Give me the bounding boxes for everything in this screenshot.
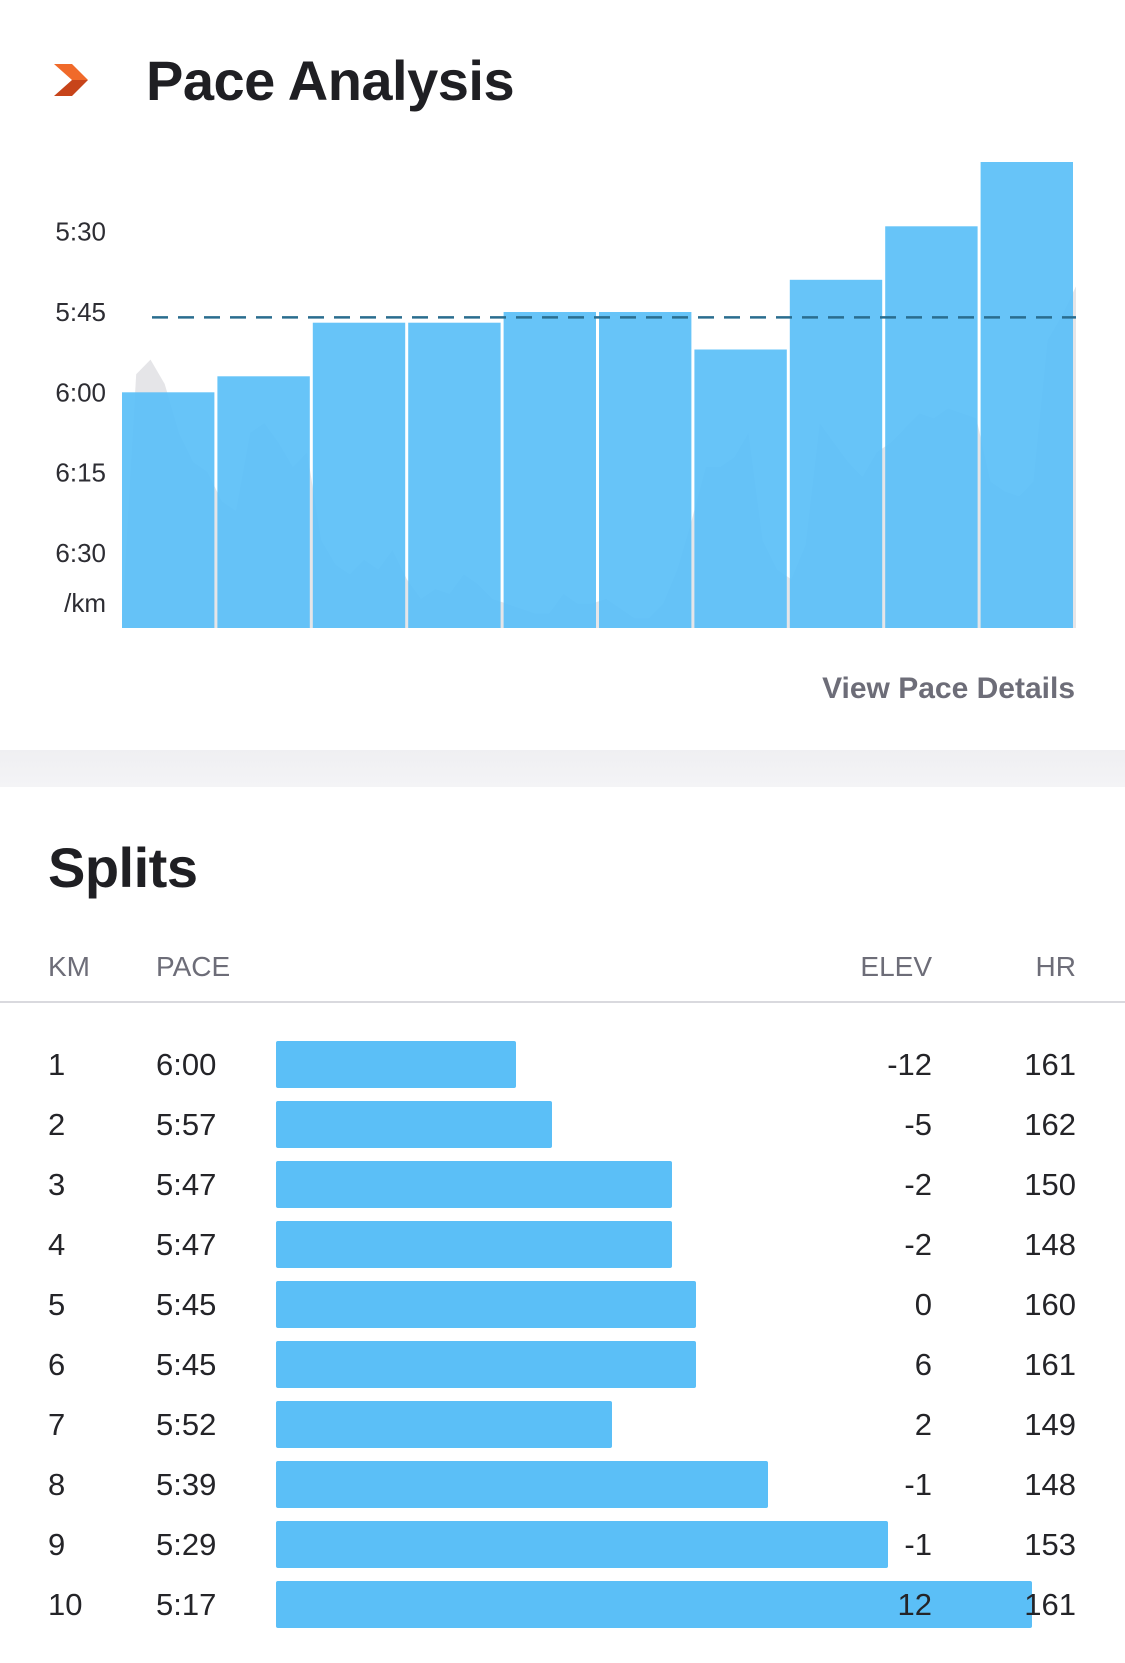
split-pace-bar — [276, 1221, 672, 1268]
split-elev: -1 — [904, 1467, 932, 1502]
split-pace-bar — [276, 1581, 1032, 1628]
pace-bar-km-8 — [789, 279, 883, 628]
split-pace-bar — [276, 1281, 696, 1328]
y-tick-label: 6:15 — [55, 458, 106, 488]
split-hr: 149 — [1024, 1407, 1076, 1442]
pace-chart: 5:30 5:45 6:00 6:15 6:30/km — [55, 162, 1076, 629]
split-elev: -2 — [904, 1167, 932, 1202]
split-pace-bar — [276, 1341, 696, 1388]
table-row: 1 6:00 -12 161 — [0, 1035, 1125, 1095]
split-hr: 148 — [1024, 1467, 1076, 1502]
pace-bar-km-2 — [217, 376, 310, 628]
split-pace-bar — [276, 1041, 516, 1088]
split-elev: 12 — [897, 1587, 932, 1622]
pace-bar-km-1 — [122, 392, 215, 628]
pace-bar-km-4 — [408, 322, 501, 628]
split-pace: 5:29 — [156, 1527, 217, 1562]
table-row: 10 5:17 12 161 — [0, 1575, 1125, 1635]
split-km: 2 — [48, 1107, 66, 1142]
split-km: 7 — [48, 1407, 66, 1442]
split-km: 5 — [48, 1287, 66, 1322]
split-elev: -5 — [904, 1107, 932, 1142]
section-divider — [0, 750, 1125, 787]
pace-bar-km-6 — [599, 312, 692, 628]
y-tick-label: 5:45 — [55, 297, 106, 327]
split-km: 4 — [48, 1227, 66, 1262]
table-row: 9 5:29 -1 153 — [0, 1515, 1125, 1575]
table-row: 4 5:47 -2 148 — [0, 1215, 1125, 1275]
y-unit-label: /km — [64, 588, 106, 618]
view-pace-details-link[interactable]: View Pace Details — [822, 672, 1075, 705]
split-pace: 5:47 — [156, 1167, 217, 1202]
split-pace: 5:47 — [156, 1227, 217, 1262]
pace-analysis-card: Pace Analysis 5:30 5:45 6:00 6:15 6:30/km Vi… — [0, 0, 1125, 750]
splits-table-header: KM PACE ELEV HR — [0, 945, 1125, 1003]
y-tick-label: 6:30 — [55, 538, 106, 568]
split-pace: 6:00 — [156, 1047, 217, 1082]
splits-table-body: 1 6:00 -12 161 2 5:57 -5 162 3 5:47 -2 1… — [0, 1035, 1125, 1635]
table-row: 7 5:52 2 149 — [0, 1395, 1125, 1455]
split-elev: -12 — [887, 1047, 932, 1082]
split-elev: 0 — [914, 1287, 932, 1322]
split-hr: 160 — [1024, 1287, 1076, 1322]
split-pace: 5:57 — [156, 1107, 217, 1142]
split-hr: 161 — [1024, 1047, 1076, 1082]
split-km: 10 — [48, 1587, 83, 1622]
split-km: 6 — [48, 1347, 66, 1382]
split-hr: 161 — [1024, 1347, 1076, 1382]
column-header-km: KM — [48, 951, 90, 982]
split-elev: 2 — [914, 1407, 932, 1442]
split-pace: 5:45 — [156, 1347, 217, 1382]
split-km: 1 — [48, 1047, 66, 1082]
split-pace-bar — [276, 1101, 552, 1148]
split-pace-bar — [276, 1161, 672, 1208]
splits-title: Splits — [48, 836, 198, 899]
split-pace-bar — [276, 1401, 612, 1448]
split-elev: 6 — [914, 1347, 932, 1382]
split-hr: 148 — [1024, 1227, 1076, 1262]
split-elev: -1 — [904, 1527, 932, 1562]
split-pace: 5:45 — [156, 1287, 217, 1322]
column-header-elev: ELEV — [860, 951, 932, 982]
pace-bar-km-5 — [503, 312, 596, 628]
table-row: 6 5:45 6 161 — [0, 1335, 1125, 1395]
chevron-right-icon — [54, 64, 88, 96]
page-title: Pace Analysis — [146, 48, 515, 112]
table-row: 5 5:45 0 160 — [0, 1275, 1125, 1335]
split-pace: 5:17 — [156, 1587, 217, 1622]
y-tick-label: 5:30 — [55, 217, 106, 247]
split-pace-bar — [276, 1521, 888, 1568]
split-hr: 153 — [1024, 1527, 1076, 1562]
split-hr: 150 — [1024, 1167, 1076, 1202]
table-row: 3 5:47 -2 150 — [0, 1155, 1125, 1215]
split-km: 3 — [48, 1167, 66, 1202]
pace-bar-km-3 — [312, 322, 406, 628]
split-elev: -2 — [904, 1227, 932, 1262]
table-row: 2 5:57 -5 162 — [0, 1095, 1125, 1155]
split-hr: 162 — [1024, 1107, 1076, 1142]
pace-bar-km-9 — [885, 226, 978, 629]
pace-bar-km-7 — [694, 349, 787, 628]
split-pace: 5:52 — [156, 1407, 217, 1442]
pace-analysis-header: Pace Analysis — [50, 40, 515, 120]
split-pace: 5:39 — [156, 1467, 217, 1502]
split-km: 8 — [48, 1467, 66, 1502]
table-row: 8 5:39 -1 148 — [0, 1455, 1125, 1515]
pace-bar-km-10 — [980, 162, 1073, 628]
split-pace-bar — [276, 1461, 768, 1508]
split-km: 9 — [48, 1527, 66, 1562]
split-hr: 161 — [1024, 1587, 1076, 1622]
column-header-pace: PACE — [156, 951, 231, 982]
column-header-hr: HR — [1035, 951, 1076, 982]
y-tick-label: 6:00 — [55, 377, 106, 407]
